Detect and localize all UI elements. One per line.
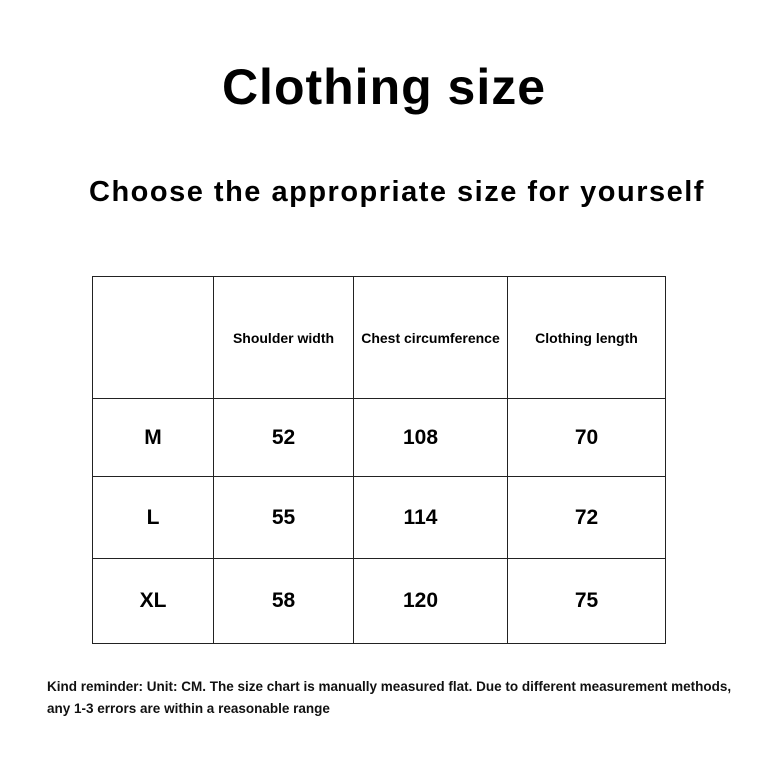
chest-cell: 108: [353, 398, 508, 477]
table-row: L 55 114 72: [92, 476, 666, 559]
shoulder-cell: 52: [213, 398, 354, 477]
table-row: M 52 108 70: [92, 398, 666, 477]
length-cell: 72: [507, 476, 666, 559]
header-empty: [92, 276, 214, 399]
chest-cell: 114: [353, 476, 508, 559]
size-cell: L: [92, 476, 214, 559]
shoulder-cell: 58: [213, 558, 354, 644]
shoulder-cell: 55: [213, 476, 354, 559]
reminder-note: Kind reminder: Unit: CM. The size chart …: [47, 679, 732, 716]
size-cell: XL: [92, 558, 214, 644]
header-clothing-length: Clothing length: [507, 276, 666, 399]
table-row: XL 58 120 75: [92, 558, 666, 644]
page-title: Clothing size: [221, 59, 547, 115]
length-cell: 70: [507, 398, 666, 477]
page-subtitle: Choose the appropriate size for yourself: [89, 176, 705, 208]
header-shoulder-width: Shoulder width: [213, 276, 354, 399]
length-cell: 75: [507, 558, 666, 644]
table-header-row: Shoulder width Chest circumference Cloth…: [92, 276, 666, 399]
header-chest-circumference: Chest circumference: [353, 276, 508, 399]
size-cell: M: [92, 398, 214, 477]
chest-cell: 120: [353, 558, 508, 644]
size-table: Shoulder width Chest circumference Cloth…: [92, 276, 666, 644]
